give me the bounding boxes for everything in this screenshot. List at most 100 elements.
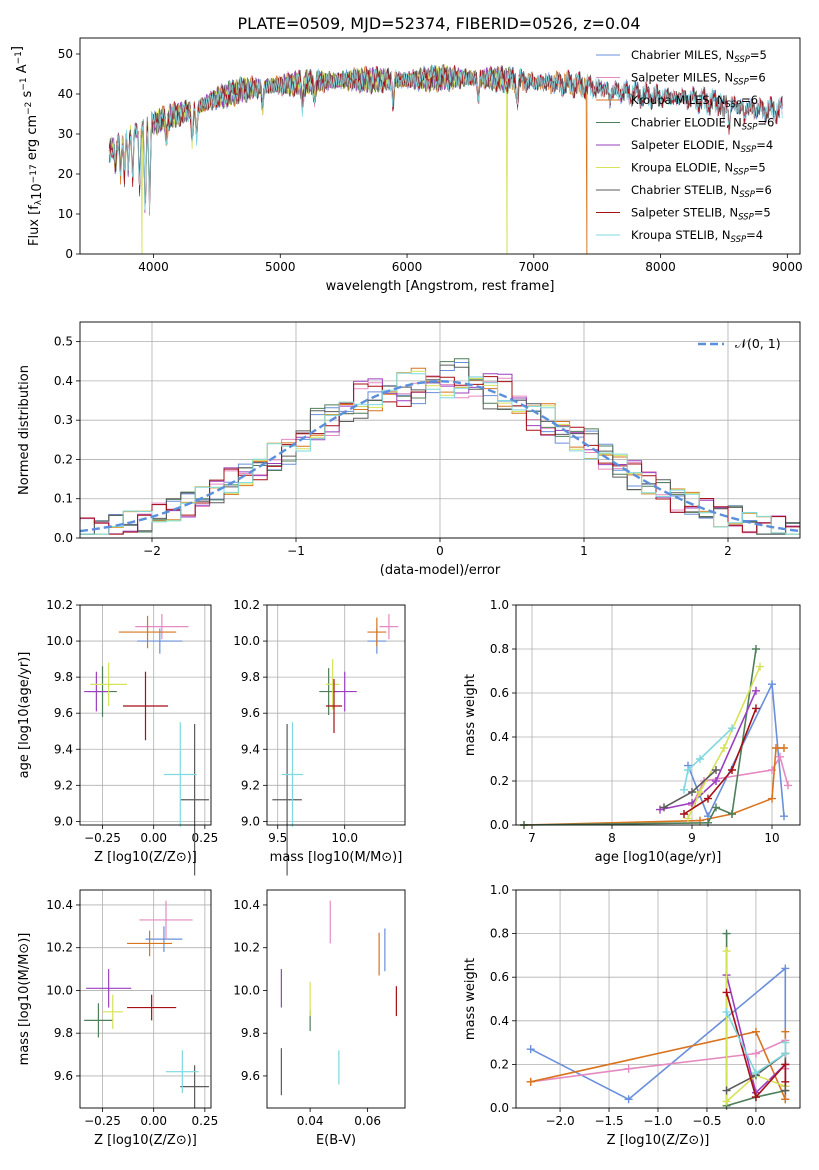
y-tick-label: 0.8 bbox=[490, 927, 509, 941]
massweight_vs_age-xlabel: age [log10(age/yr)] bbox=[595, 850, 722, 865]
mw-series-2-marker bbox=[776, 752, 784, 761]
massweight_vs_Z-ylabel: mass weight bbox=[463, 958, 478, 1040]
mw-series-4-marker bbox=[728, 810, 736, 818]
y-tick-label: 0.2 bbox=[54, 452, 73, 466]
y-tick-label: 10.4 bbox=[233, 898, 260, 912]
mw-series-1 bbox=[687, 681, 785, 819]
massweight_vs_age-frame bbox=[515, 604, 801, 826]
mw-series-9-marker bbox=[781, 1049, 790, 1058]
legend-label-3: Kroupa MILES, NSSP=6 bbox=[631, 93, 758, 110]
y-tick-label: 9.4 bbox=[54, 742, 73, 756]
y-tick-label: 10.0 bbox=[233, 634, 260, 648]
spectrum-ylabel: Flux [fλ10−17 erg cm−2 s−1 A−1] bbox=[10, 46, 45, 246]
mw-series-9-marker bbox=[728, 724, 736, 733]
legend-label-5: Salpeter ELODIE, NSSP=4 bbox=[631, 138, 773, 155]
mw-series-8 bbox=[725, 992, 787, 1099]
x-tick-label: 7 bbox=[528, 831, 536, 845]
figure-title: PLATE=0509, MJD=52374, FIBERID=0526, z=0… bbox=[237, 14, 640, 33]
y-tick-label: 0.5 bbox=[54, 335, 73, 349]
residuals-axes: −2 −1 0 1 2 0.0 0.1 0.2 0.3 0.4 0.5 bbox=[54, 322, 800, 558]
mw-series-4-marker bbox=[722, 929, 731, 938]
y-tick-label: 9.8 bbox=[241, 670, 260, 684]
residuals-frame bbox=[79, 321, 801, 539]
y-tick-label: 9.0 bbox=[241, 814, 260, 828]
x-tick-label: 6000 bbox=[392, 260, 423, 274]
y-tick-label: 10.2 bbox=[233, 598, 260, 612]
mw-series-6-marker bbox=[684, 814, 692, 823]
mw-series-3-marker bbox=[772, 744, 780, 752]
mw-series-4-marker bbox=[712, 803, 720, 812]
y-tick-label: 0.4 bbox=[490, 730, 509, 744]
y-tick-label: 9.2 bbox=[54, 778, 73, 792]
y-tick-label: 50 bbox=[58, 47, 73, 61]
histogram-8 bbox=[80, 376, 800, 535]
y-tick-label: 1.0 bbox=[490, 598, 509, 612]
mw-series-7-marker bbox=[688, 788, 696, 796]
mw-series-6-marker bbox=[722, 947, 731, 956]
mw-series-3 bbox=[523, 747, 784, 826]
y-tick-label: 0.2 bbox=[490, 774, 509, 788]
x-tick-label: −1.0 bbox=[643, 1114, 672, 1128]
x-tick-label: −2.0 bbox=[545, 1114, 574, 1128]
mw-series-6-marker bbox=[722, 1097, 731, 1106]
x-tick-label: −0.25 bbox=[84, 831, 121, 845]
y-tick-label: 0.8 bbox=[490, 642, 509, 656]
mw-series-5-marker bbox=[752, 686, 760, 695]
legend-label-6: Kroupa ELODIE, NSSP=5 bbox=[631, 161, 766, 178]
y-tick-label: 9.4 bbox=[241, 742, 260, 756]
mw-series-3-marker bbox=[781, 1027, 790, 1036]
y-tick-label: 9.2 bbox=[241, 778, 260, 792]
age_vs_Z-frame bbox=[79, 604, 212, 826]
x-tick-label: 10.0 bbox=[331, 831, 358, 845]
age_vs_Z-ylabel: age [log10(age/yr)] bbox=[17, 652, 32, 779]
legend-normal-label: 𝒩(0, 1) bbox=[735, 336, 781, 351]
y-tick-label: 40 bbox=[58, 87, 73, 101]
mw-series-9 bbox=[725, 1011, 787, 1075]
x-tick-label: 5000 bbox=[265, 260, 296, 274]
y-tick-label: 0.3 bbox=[54, 413, 73, 427]
y-tick-label: 10.4 bbox=[46, 898, 73, 912]
x-tick-label: 0.04 bbox=[297, 1114, 324, 1128]
y-tick-label: 9.6 bbox=[54, 1069, 73, 1083]
y-tick-label: 9.8 bbox=[241, 1026, 260, 1040]
x-tick-label: 2 bbox=[724, 544, 732, 558]
mw-series-9-marker bbox=[781, 1038, 790, 1047]
mass_vs_Z-xlabel: Z [log10(Z/Z⊙)] bbox=[94, 1133, 197, 1148]
x-tick-label: −0.5 bbox=[692, 1114, 721, 1128]
mw-series-3-marker bbox=[768, 794, 776, 803]
mw-series-6-marker bbox=[756, 662, 764, 671]
x-tick-label: 10 bbox=[764, 831, 779, 845]
y-tick-label: 10.2 bbox=[233, 941, 260, 955]
mw-series-4-marker bbox=[704, 818, 712, 827]
x-tick-label: 0.25 bbox=[192, 1114, 219, 1128]
x-tick-label: 9 bbox=[688, 831, 696, 845]
mw-series-7-marker bbox=[781, 1086, 790, 1095]
mass_vs_Z-ylabel: mass [log10(M/M⊙)] bbox=[17, 933, 32, 1066]
mw-series-9-marker bbox=[722, 1008, 731, 1017]
legend-label-8: Salpeter STELIB, NSSP=5 bbox=[631, 206, 771, 223]
age_vs_Z-xlabel: Z [log10(Z/Z⊙)] bbox=[94, 850, 197, 865]
x-tick-label: 9.5 bbox=[268, 831, 287, 845]
mw-series-8-marker bbox=[680, 810, 688, 818]
y-tick-label: 10.0 bbox=[46, 634, 73, 648]
y-tick-label: 0.0 bbox=[490, 1101, 509, 1115]
y-tick-label: 10 bbox=[58, 207, 73, 221]
mw-series-1-marker bbox=[768, 680, 776, 689]
mw-series-7-marker bbox=[712, 766, 720, 774]
age_vs_Z-axes: −0.25 0.00 0.25 9.0 9.2 9.4 9.6 9.8 10.0 10.2 bbox=[46, 598, 218, 845]
y-tick-label: 0.2 bbox=[490, 1057, 509, 1071]
y-tick-label: 1.0 bbox=[490, 883, 509, 897]
legend-label-9: Kroupa STELIB, NSSP=4 bbox=[631, 228, 763, 245]
x-tick-label: 9000 bbox=[772, 260, 803, 274]
mw-series-9-marker bbox=[751, 1069, 760, 1078]
spectrum-line-6 bbox=[108, 65, 509, 254]
y-tick-label: 0.4 bbox=[54, 374, 73, 388]
mw-series-1-marker bbox=[781, 964, 790, 973]
mw-series-7-marker bbox=[722, 1086, 731, 1095]
spectrum-line-9 bbox=[108, 64, 783, 213]
legend-label-4: Chabrier ELODIE, NSSP=6 bbox=[631, 116, 774, 133]
age_vs_mass-frame bbox=[266, 604, 406, 826]
mw-series-2-marker bbox=[751, 1049, 760, 1058]
y-tick-label: 10.0 bbox=[233, 983, 260, 997]
y-tick-label: 10.2 bbox=[46, 941, 73, 955]
